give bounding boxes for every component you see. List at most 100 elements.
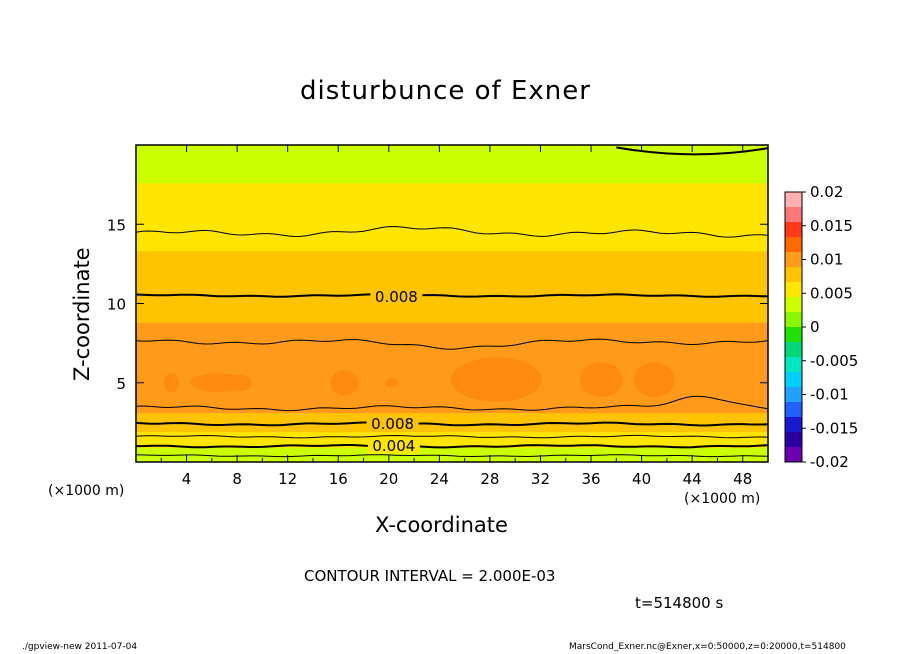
band <box>136 200 768 203</box>
band <box>136 146 768 149</box>
band <box>136 216 768 219</box>
band <box>136 426 768 430</box>
colorbar-swatch <box>785 327 802 343</box>
band <box>136 319 768 322</box>
band <box>136 433 768 436</box>
contour-label-bg <box>367 438 420 454</box>
band <box>136 404 768 407</box>
band <box>136 455 768 458</box>
band <box>136 357 768 360</box>
band <box>136 260 768 263</box>
band <box>136 358 768 361</box>
band <box>136 425 768 428</box>
band <box>136 371 768 374</box>
colorbar-swatch <box>785 357 802 373</box>
colorbar-swatch <box>785 402 802 418</box>
band <box>136 355 768 358</box>
band <box>136 179 768 182</box>
band <box>136 284 768 287</box>
x-tick-label: 28 <box>480 470 499 488</box>
band <box>136 173 768 176</box>
band <box>136 268 768 271</box>
band <box>136 396 768 399</box>
band <box>136 163 768 166</box>
band <box>136 361 768 365</box>
orange-cell <box>385 377 398 388</box>
x-unit-left: (×1000 m) <box>48 483 125 499</box>
band <box>136 453 768 456</box>
band <box>136 157 768 160</box>
band <box>136 320 768 323</box>
band <box>136 385 768 388</box>
band <box>136 236 768 239</box>
band <box>136 220 768 223</box>
band <box>136 230 768 233</box>
band <box>136 185 768 189</box>
band <box>136 250 768 254</box>
band <box>136 369 768 372</box>
band <box>136 390 768 393</box>
band <box>136 307 768 311</box>
band <box>136 360 768 363</box>
band <box>136 428 768 431</box>
band <box>136 442 768 445</box>
y-tick-label: 5 <box>116 375 126 393</box>
band <box>136 274 768 277</box>
band <box>136 352 768 355</box>
band <box>136 368 768 371</box>
band <box>136 252 768 255</box>
band <box>136 182 768 185</box>
band <box>136 187 768 190</box>
contour-line <box>136 434 768 439</box>
band <box>136 263 768 266</box>
colorbar-label: 0.02 <box>810 183 843 201</box>
band <box>136 257 768 260</box>
colorbar-swatch <box>785 282 802 298</box>
colorbar-swatch <box>785 417 802 433</box>
y-axis-label: Z-coordinate <box>70 247 94 381</box>
band <box>136 460 768 462</box>
band <box>136 285 768 288</box>
colorbar-swatch <box>785 207 802 223</box>
contour-label: 0.004 <box>372 437 415 455</box>
footer-right: MarsCond_Exner.nc@Exner,x=0:50000,z=0:20… <box>569 642 846 652</box>
band <box>136 223 768 227</box>
band <box>136 277 768 281</box>
band <box>136 366 768 369</box>
band <box>136 314 768 317</box>
contour-interval: CONTOUR INTERVAL = 2.000E-03 <box>304 567 556 585</box>
x-tick-label: 48 <box>733 470 752 488</box>
band <box>136 410 768 414</box>
band <box>136 266 768 269</box>
contour-line <box>136 421 768 427</box>
band <box>136 403 768 406</box>
band <box>136 311 768 314</box>
colorbar-swatch <box>785 312 802 328</box>
band <box>136 154 768 157</box>
band <box>136 345 768 349</box>
band <box>136 181 768 184</box>
band <box>136 437 768 441</box>
band <box>136 417 768 420</box>
band <box>136 174 768 177</box>
band <box>136 195 768 198</box>
x-tick-label: 8 <box>232 470 242 488</box>
band <box>136 441 768 444</box>
band <box>136 328 768 331</box>
colorbar-label: -0.01 <box>810 386 849 404</box>
band <box>136 384 768 387</box>
band <box>136 265 768 268</box>
contour-line <box>616 146 768 156</box>
band <box>136 365 768 368</box>
band <box>136 330 768 333</box>
band <box>136 420 768 423</box>
band <box>136 209 768 212</box>
band <box>136 219 768 222</box>
band <box>136 149 768 152</box>
contour-line <box>136 225 768 238</box>
contour-label: 0.008 <box>371 415 414 433</box>
y-tick-label: 15 <box>107 216 126 234</box>
band <box>136 317 768 320</box>
band <box>136 409 768 412</box>
